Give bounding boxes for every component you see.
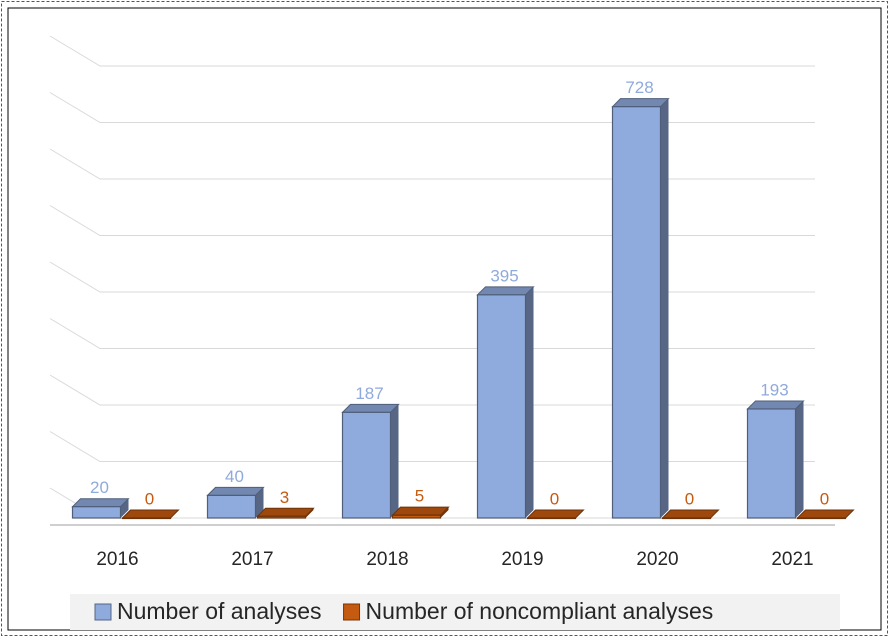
bar-top: [661, 509, 720, 519]
bar: [796, 509, 855, 520]
x-tick-label: 2019: [501, 549, 543, 570]
data-label: 395: [490, 266, 518, 285]
x-tick-label: 2016: [96, 549, 138, 570]
bar-front: [661, 517, 712, 520]
grid-line: [49, 92, 815, 123]
bar-side: [795, 400, 804, 518]
bar-front: [476, 294, 527, 519]
bar: [746, 400, 805, 519]
legend-background: [70, 594, 840, 630]
grid-line: [49, 374, 815, 406]
bar-front: [526, 517, 577, 520]
bar: [476, 286, 535, 519]
data-label: 193: [760, 380, 788, 399]
data-label: 0: [685, 489, 694, 508]
legend-label: Number of noncompliant analyses: [366, 598, 714, 624]
data-label: 3: [280, 488, 289, 507]
bar-top: [121, 509, 180, 519]
bar-top: [476, 286, 535, 296]
data-label: 5: [415, 487, 424, 506]
bar-front: [256, 515, 307, 519]
bar: [121, 509, 180, 520]
legend-swatch: [94, 603, 112, 621]
bar-top: [71, 498, 130, 508]
data-label: 0: [550, 489, 559, 508]
bar-top: [341, 403, 400, 413]
bar-top: [746, 400, 805, 410]
x-tick-label: 2020: [636, 549, 678, 570]
bar-side: [660, 98, 669, 519]
bar-front: [796, 517, 847, 520]
bar-side: [120, 498, 129, 518]
legend-swatch: [343, 603, 361, 621]
bar-top: [206, 486, 265, 496]
bar-side: [255, 487, 264, 518]
bar-front: [71, 506, 122, 519]
bar: [661, 509, 720, 520]
bar: [256, 507, 315, 519]
x-tick-label: 2021: [771, 549, 813, 570]
bar-side: [525, 286, 534, 518]
bar-top: [256, 507, 315, 517]
data-label: 20: [90, 478, 109, 497]
bar: [341, 403, 400, 519]
bar: [611, 98, 670, 519]
data-label: 0: [820, 489, 829, 508]
bar: [206, 486, 265, 519]
bar: [391, 506, 450, 519]
bar-front: [391, 514, 442, 519]
data-label: 40: [225, 467, 244, 486]
bar-top: [391, 506, 450, 516]
data-label: 187: [355, 384, 383, 403]
grid-line: [49, 205, 815, 236]
bar-front: [746, 408, 797, 519]
bar-front: [611, 106, 662, 519]
data-label: 728: [625, 78, 653, 97]
bar-front: [206, 494, 257, 519]
x-tick-label: 2017: [231, 549, 273, 570]
bar: [526, 509, 585, 520]
grid-line: [49, 148, 815, 180]
grid-line: [49, 318, 815, 349]
grid-line: [49, 35, 815, 67]
bar-side: [390, 404, 399, 518]
x-tick-label: 2018: [366, 549, 408, 570]
bar-top: [611, 98, 670, 108]
grid-line: [49, 431, 815, 462]
bar-front: [121, 517, 172, 520]
bar: [71, 498, 130, 519]
bar-top: [796, 509, 855, 519]
legend-label: Number of analyses: [117, 598, 322, 624]
data-label: 0: [145, 489, 154, 508]
bar-front: [341, 411, 392, 519]
grid-line: [49, 261, 815, 293]
bar-top: [526, 509, 585, 519]
